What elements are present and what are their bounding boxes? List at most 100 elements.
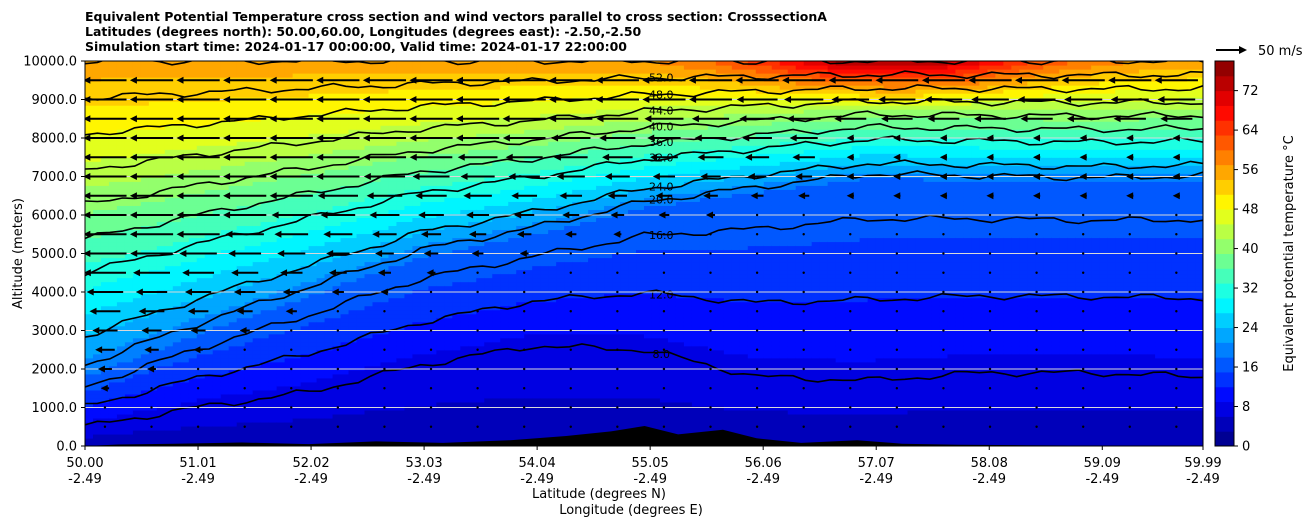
field-cell [220, 185, 230, 190]
field-cell [364, 325, 374, 331]
field-cell [212, 229, 222, 235]
field-cell [140, 177, 150, 182]
field-cell [236, 65, 246, 70]
field-cell [252, 233, 262, 239]
field-cell [164, 169, 174, 174]
field-cell [348, 197, 358, 202]
field-cell [148, 149, 158, 154]
field-cell [180, 209, 190, 214]
field-cell [188, 385, 198, 391]
field-cell [404, 349, 414, 355]
field-cell [444, 421, 453, 427]
field-cell [332, 113, 342, 118]
field-cell [220, 321, 230, 327]
field-cell [340, 389, 350, 395]
field-cell [140, 257, 150, 263]
field-cell [436, 273, 445, 279]
field-cell [156, 221, 166, 227]
field-cell [388, 113, 398, 118]
field-cell [388, 417, 398, 423]
field-cell [172, 293, 182, 299]
field-cell [85, 73, 94, 78]
field-cell [140, 237, 150, 243]
field-cell [316, 269, 326, 275]
field-cell [85, 277, 94, 283]
field-cell [268, 153, 278, 158]
field-cell [268, 313, 278, 319]
field-cell [468, 385, 477, 391]
field-cell [124, 185, 134, 190]
field-cell [204, 341, 214, 347]
field-cell [180, 121, 190, 126]
field-cell [316, 233, 326, 239]
field-cell [284, 281, 294, 287]
field-cell [244, 101, 254, 106]
field-cell [236, 221, 246, 227]
field-cell [116, 145, 126, 150]
field-cell [452, 149, 461, 154]
field-cell [204, 429, 214, 435]
field-cell [340, 61, 350, 66]
field-cell [116, 277, 126, 283]
field-cell [220, 241, 230, 247]
field-cell [324, 225, 334, 231]
field-cell [372, 373, 382, 379]
field-cell [92, 437, 102, 443]
field-cell [484, 297, 493, 303]
field-cell [212, 245, 222, 251]
field-cell [420, 225, 429, 231]
field-cell [396, 429, 406, 435]
field-cell [268, 265, 278, 271]
field-cell [220, 141, 230, 146]
field-cell [148, 205, 158, 210]
field-cell [444, 237, 453, 243]
field-cell [404, 109, 414, 114]
field-cell [172, 85, 182, 90]
field-cell [444, 157, 453, 162]
field-cell [428, 257, 437, 263]
field-cell [404, 433, 414, 439]
field-cell [468, 109, 477, 114]
field-cell [332, 381, 342, 387]
field-cell [260, 393, 270, 399]
field-cell [412, 421, 421, 427]
field-cell [300, 201, 310, 206]
field-cell [180, 409, 190, 415]
field-cell [228, 321, 238, 327]
field-cell [100, 161, 110, 166]
field-cell [468, 125, 477, 130]
field-cell [324, 281, 334, 287]
field-cell [332, 297, 342, 303]
field-cell [100, 389, 110, 395]
field-cell [204, 373, 214, 379]
field-cell [340, 221, 350, 227]
field-cell [428, 401, 437, 407]
field-cell [348, 297, 358, 303]
field-cell [348, 317, 358, 323]
field-cell [428, 365, 437, 371]
field-cell [372, 81, 382, 86]
field-cell [196, 333, 206, 339]
field-cell [252, 353, 262, 359]
field-cell [204, 81, 214, 86]
field-cell [372, 421, 382, 427]
field-cell [332, 185, 342, 190]
field-cell [428, 249, 437, 255]
field-cell [164, 221, 174, 227]
field-cell [220, 81, 230, 86]
field-cell [164, 65, 174, 70]
field-cell [388, 281, 398, 287]
field-cell [276, 381, 286, 387]
field-cell [212, 201, 222, 206]
field-cell [140, 201, 150, 206]
field-cell [148, 61, 158, 66]
field-cell [316, 61, 326, 66]
field-cell [116, 305, 126, 311]
field-cell [468, 321, 477, 327]
field-cell [252, 113, 262, 118]
field-cell [316, 69, 326, 74]
field-cell [332, 321, 342, 327]
field-cell [236, 197, 246, 202]
field-cell [468, 145, 477, 150]
field-cell [156, 177, 166, 182]
